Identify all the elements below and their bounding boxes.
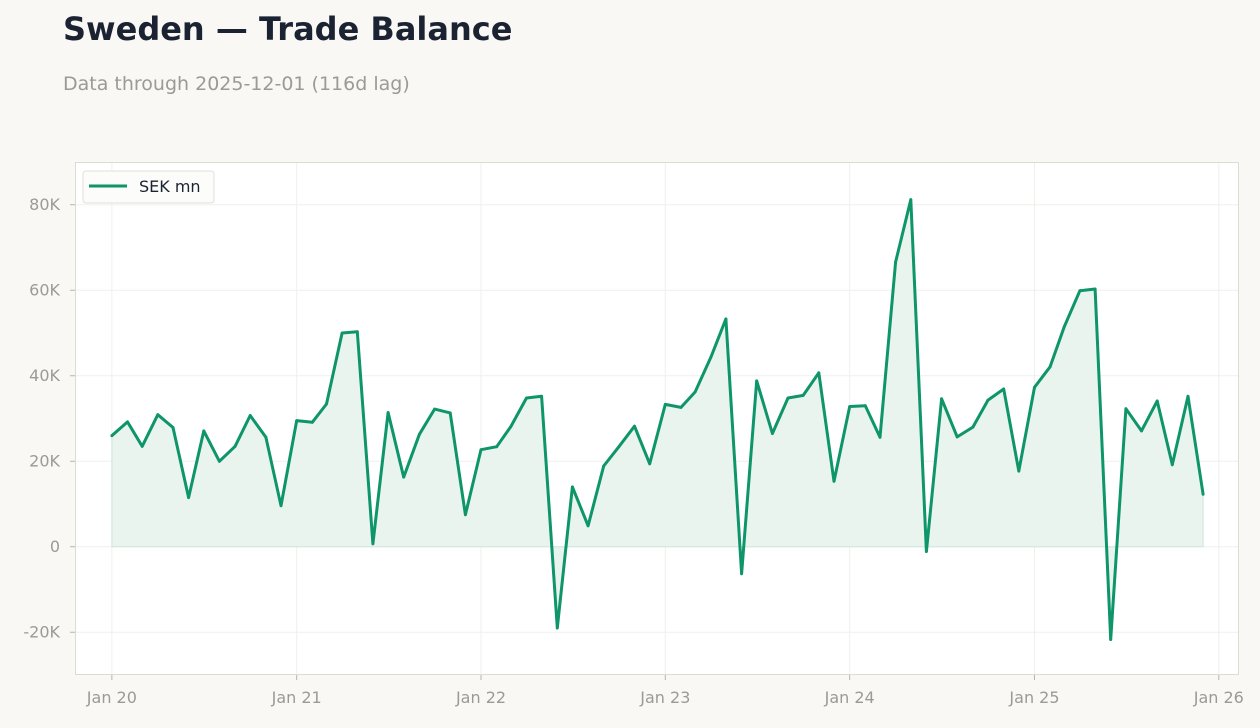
data-point — [325, 402, 328, 406]
y-tick-label: 80K — [29, 195, 60, 214]
data-point — [1140, 429, 1143, 433]
tick-labels: -20K 0 20K 40K 60K 80K Jan 20 Jan 21 Jan 22 Jan 2… — [23, 195, 1243, 707]
plot-frame — [75, 162, 1239, 675]
x-tick-label: Jan 25 — [1008, 688, 1059, 707]
data-point — [571, 485, 574, 489]
legend: SEK mn — [82, 170, 215, 204]
data-point — [755, 379, 759, 383]
x-tick-label: Jan 21 — [271, 688, 322, 707]
data-point — [1078, 289, 1082, 293]
data-point — [832, 479, 836, 483]
data-point — [187, 496, 191, 499]
data-point — [171, 426, 175, 429]
legend-box — [82, 170, 215, 204]
data-point — [1002, 387, 1006, 391]
data-point — [1017, 469, 1021, 473]
y-tick-label: 0 — [50, 537, 60, 556]
data-point — [1201, 492, 1205, 496]
data-point — [555, 626, 559, 630]
page-title: Sweden — Trade Balance — [63, 10, 513, 48]
data-point — [340, 331, 344, 335]
x-tick-label: Jan 20 — [86, 688, 137, 707]
page-subtitle: Data through 2025-12-01 (116d lag) — [63, 73, 410, 95]
data-point — [894, 260, 897, 264]
data-point — [295, 419, 299, 422]
data-point — [848, 405, 852, 408]
data-point — [110, 434, 114, 437]
data-point — [218, 459, 221, 463]
data-point — [878, 435, 882, 439]
data-point — [233, 444, 237, 448]
data-point — [1170, 463, 1174, 467]
data-point — [971, 425, 975, 429]
data-point — [617, 445, 621, 449]
data-point — [264, 435, 268, 439]
data-point — [1124, 407, 1128, 411]
data-point — [586, 524, 590, 528]
data-point — [1093, 287, 1097, 291]
y-tick-label: -20K — [23, 622, 60, 641]
data-point — [140, 444, 144, 448]
y-tick-label: 20K — [29, 451, 60, 470]
data-point — [464, 513, 467, 517]
data-point — [925, 550, 928, 553]
data-point — [909, 198, 913, 202]
x-tick-label: Jan 23 — [639, 688, 690, 707]
data-point — [525, 396, 528, 400]
data-point — [1109, 638, 1113, 641]
data-point — [1048, 365, 1052, 369]
data-point — [771, 432, 774, 435]
data-point — [940, 397, 943, 401]
data-point — [863, 404, 867, 408]
x-tick-label: Jan 26 — [1193, 688, 1244, 707]
y-tick-label: 60K — [29, 280, 60, 299]
data-point — [418, 432, 421, 436]
data-point — [693, 390, 697, 394]
data-point — [355, 330, 359, 334]
data-point — [986, 398, 990, 402]
data-point — [509, 425, 513, 428]
data-point — [663, 403, 667, 406]
data-point — [1033, 385, 1036, 389]
data-point — [633, 424, 636, 428]
data-point — [740, 572, 743, 576]
data-point — [709, 356, 713, 359]
data-point — [801, 394, 805, 397]
data-point — [540, 394, 543, 398]
data-point — [386, 411, 390, 414]
y-tick-label: 40K — [29, 366, 60, 385]
data-point — [679, 406, 683, 409]
x-tick-label: Jan 22 — [455, 688, 506, 707]
data-point — [202, 429, 206, 433]
data-point — [126, 420, 129, 424]
data-point — [1186, 394, 1190, 398]
x-tick-label: Jan 24 — [824, 688, 875, 707]
data-point — [248, 414, 252, 417]
data-point — [648, 462, 652, 466]
data-point — [371, 542, 375, 546]
data-point — [495, 445, 499, 449]
data-point — [955, 435, 959, 439]
data-point — [479, 448, 483, 452]
data-point — [156, 413, 160, 417]
data-point — [786, 396, 790, 400]
data-point — [279, 504, 283, 508]
data-point — [310, 420, 314, 424]
data-point — [402, 475, 406, 479]
legend-label: SEK mn — [139, 177, 201, 196]
data-point — [448, 411, 452, 415]
data-point — [602, 464, 606, 468]
series-layer — [110, 198, 1205, 641]
data-point — [433, 407, 436, 411]
data-point — [724, 317, 728, 321]
data-point — [817, 371, 821, 375]
data-point — [1155, 399, 1159, 403]
data-point — [1062, 325, 1066, 328]
series-line — [110, 198, 1205, 641]
